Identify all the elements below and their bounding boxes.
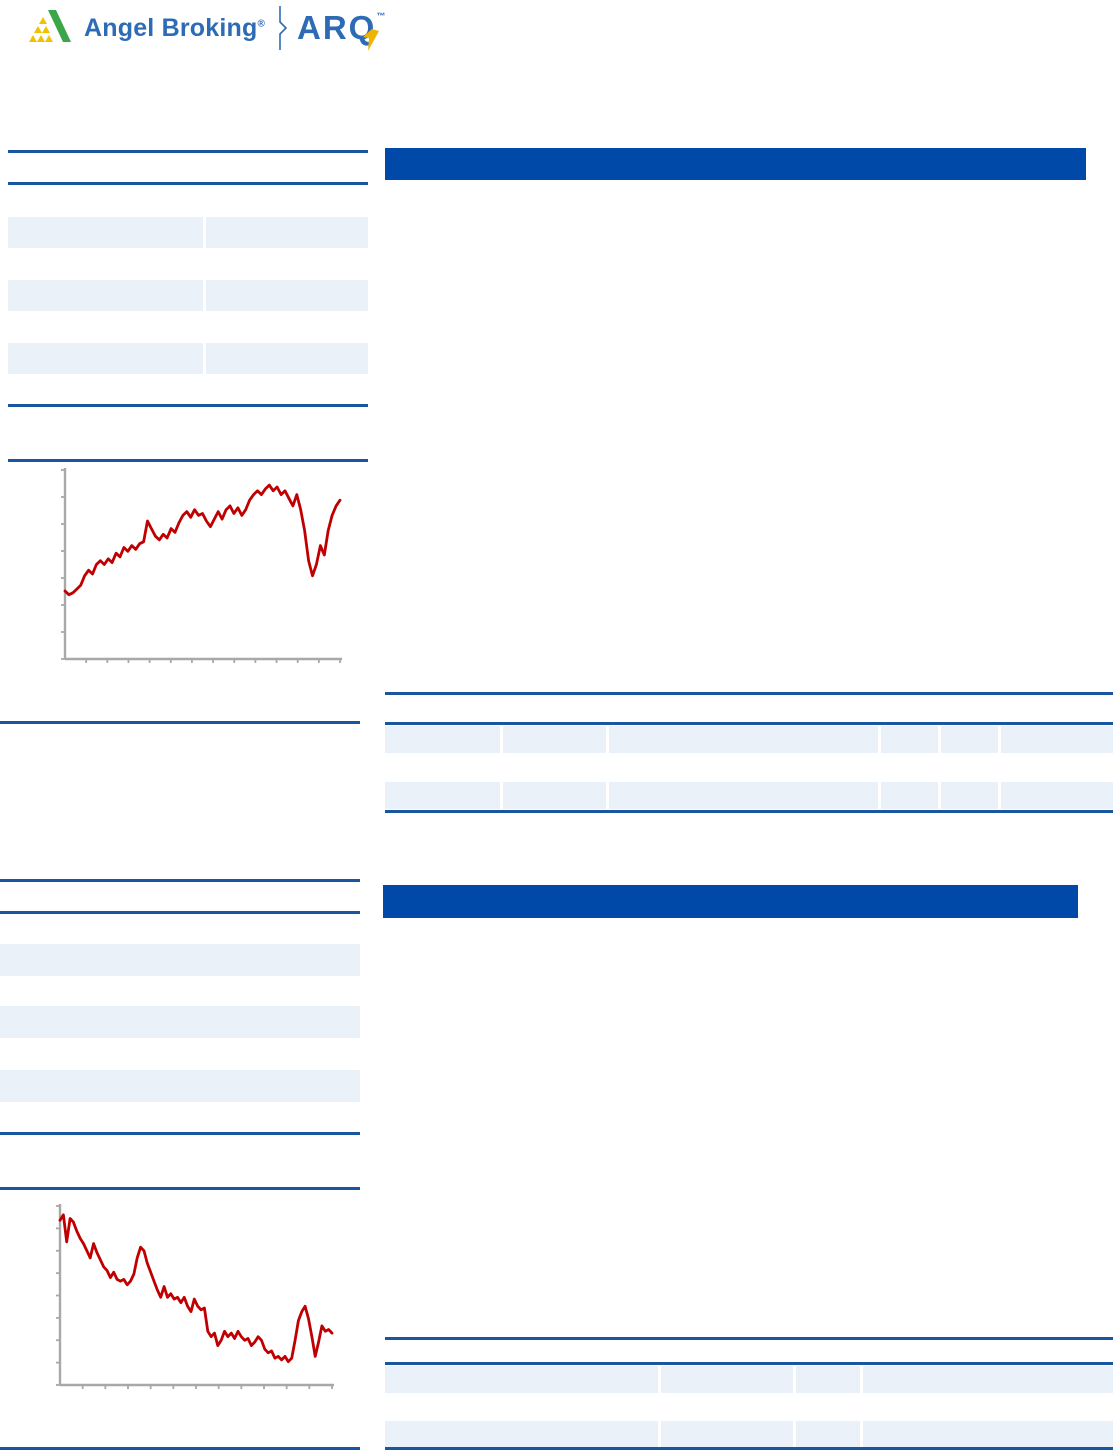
left-bottom-rule (0, 1447, 360, 1450)
table-rule (385, 722, 1113, 725)
table-cell (1001, 782, 1113, 809)
stock-info-row (8, 217, 368, 248)
table-cell (796, 1366, 860, 1393)
table-rule (385, 1337, 1113, 1340)
price-chart-up (61, 468, 342, 663)
angel-broking-mark-icon (29, 10, 71, 42)
left-lower-header-rule-top (0, 879, 360, 882)
angel-broking-arq-logo: Angel Broking® ARQ™ (26, 6, 388, 51)
arq-text: ARQ (297, 9, 377, 46)
left-section-rule (8, 404, 368, 407)
table-rule (385, 810, 1113, 813)
stock-info-row (8, 343, 368, 374)
stock-info-cell (8, 280, 203, 311)
table-row (385, 726, 1113, 753)
table-cell (385, 1421, 658, 1447)
metrics-row (0, 944, 360, 976)
section-header-bar (383, 885, 1078, 918)
table-rule (385, 1362, 1113, 1365)
stock-info-cell (206, 217, 368, 248)
table-cell (796, 1421, 860, 1447)
left-section-rule (8, 459, 368, 462)
table-cell (503, 782, 606, 809)
table-rule (385, 1447, 1113, 1450)
metrics-row (0, 1006, 360, 1038)
stock-info-cell (8, 217, 203, 248)
left-section-rule (0, 1132, 360, 1135)
table-cell (863, 1421, 1113, 1447)
left-lower-header-rule-bottom (0, 911, 360, 914)
table-cell (385, 1366, 658, 1393)
trademark-mark: ™ (376, 11, 388, 21)
price-chart-down (56, 1204, 334, 1389)
table-row (385, 782, 1113, 809)
section-header-bar (385, 148, 1086, 180)
table-cell (503, 726, 606, 753)
left-header-rule-bottom (8, 182, 368, 185)
lightning-bolt-icon (363, 29, 380, 51)
stock-info-cell (206, 343, 368, 374)
logo-separator-icon (279, 6, 288, 50)
left-header-rule-top (8, 150, 368, 153)
table-cell (661, 1421, 793, 1447)
brand-name-text: Angel Broking (84, 13, 258, 42)
table-cell (1001, 726, 1113, 753)
stock-info-cell (8, 343, 203, 374)
table-row (385, 1421, 1113, 1447)
brand-name: Angel Broking® (84, 14, 265, 43)
left-section-rule (0, 1187, 360, 1190)
table-row (385, 1366, 1113, 1393)
arq-wordmark: ARQ™ (297, 9, 388, 51)
stock-info-row (8, 280, 368, 311)
left-section-rule (0, 721, 360, 724)
table-cell (385, 726, 500, 753)
table-cell (385, 782, 500, 809)
stock-info-cell (206, 280, 368, 311)
table-cell (881, 782, 938, 809)
metrics-row (0, 1070, 360, 1102)
table-cell (881, 726, 938, 753)
table-cell (609, 782, 878, 809)
table-cell (863, 1366, 1113, 1393)
table-cell (941, 782, 998, 809)
registered-mark: ® (257, 18, 266, 30)
table-cell (609, 726, 878, 753)
table-cell (941, 726, 998, 753)
table-rule (385, 692, 1113, 695)
table-cell (661, 1366, 793, 1393)
